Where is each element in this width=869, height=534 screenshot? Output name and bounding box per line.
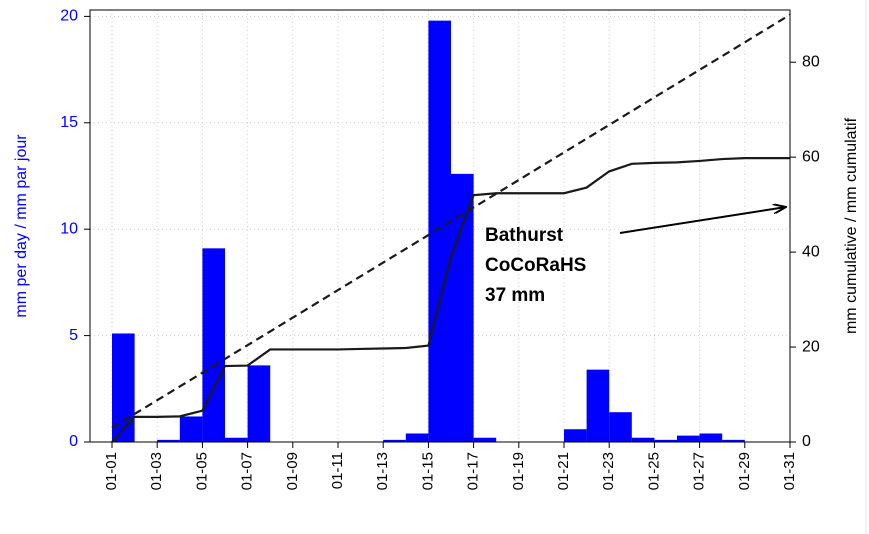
x-tick-label: 01-27 bbox=[691, 452, 708, 490]
x-tick-label: 01-09 bbox=[284, 452, 301, 490]
x-tick-label: 01-21 bbox=[555, 452, 572, 490]
x-tick-label: 01-03 bbox=[148, 452, 165, 490]
x-tick-label: 01-15 bbox=[419, 452, 436, 490]
bar bbox=[405, 433, 429, 442]
bar bbox=[112, 333, 135, 442]
plot: 0 5 10 15 20 0 20 40 60 80 01-01 01-03 01-05 01-07 01-… bbox=[60, 8, 820, 491]
y2-axis-label: mm cumulative / mm cumulatif bbox=[843, 117, 860, 334]
y-tick-label: 10 bbox=[60, 220, 78, 237]
bar bbox=[609, 412, 632, 442]
x-tick-label: 01-17 bbox=[465, 452, 482, 490]
bar bbox=[586, 369, 610, 442]
bar bbox=[564, 429, 587, 442]
bar bbox=[383, 439, 406, 442]
bar bbox=[225, 437, 248, 442]
annotation: Bathurst bbox=[485, 225, 564, 246]
bar bbox=[202, 248, 225, 442]
x-tick-label: 01-01 bbox=[103, 452, 120, 490]
y2-tick-label: 40 bbox=[802, 243, 820, 260]
y-tick-label: 20 bbox=[60, 8, 78, 25]
x-tick-label: 01-19 bbox=[510, 452, 527, 490]
x-tick-label: 01-07 bbox=[239, 452, 256, 490]
x-tick-label: 01-31 bbox=[781, 452, 798, 490]
bar bbox=[179, 416, 203, 442]
bar bbox=[157, 439, 180, 442]
y2-tick-label: 80 bbox=[802, 53, 820, 70]
bar bbox=[654, 439, 677, 442]
cumulative-line bbox=[111, 157, 790, 443]
annotation: CoCoRaHS bbox=[485, 255, 586, 276]
y-tick-label: 5 bbox=[69, 327, 78, 344]
annotation: 37 mm bbox=[485, 285, 545, 306]
y-tick-label: 0 bbox=[69, 433, 78, 450]
plot-frame bbox=[89, 9, 791, 443]
x-tick-label: 01-25 bbox=[645, 452, 662, 490]
x-tick-label: 01-29 bbox=[736, 452, 753, 490]
y2-tick-label: 20 bbox=[802, 338, 820, 355]
x-tick-label: 01-11 bbox=[329, 452, 346, 489]
bar bbox=[428, 20, 451, 443]
bar bbox=[473, 437, 497, 442]
y2-tick-label: 0 bbox=[802, 433, 811, 450]
bar bbox=[247, 365, 271, 442]
bar bbox=[677, 435, 700, 442]
x-tick-label: 01-23 bbox=[600, 452, 617, 490]
trend-line bbox=[111, 13, 791, 429]
y-axis-label: mm per day / mm par jour bbox=[13, 134, 30, 318]
x-tick-label: 01-13 bbox=[374, 452, 391, 490]
y2-tick-label: 60 bbox=[802, 148, 820, 165]
bar bbox=[631, 437, 655, 442]
y-tick-label: 15 bbox=[60, 114, 78, 131]
annotation-arrow bbox=[619, 207, 786, 234]
bar bbox=[722, 439, 745, 442]
x-tick-label: 01-05 bbox=[193, 452, 210, 490]
bar bbox=[699, 433, 723, 442]
